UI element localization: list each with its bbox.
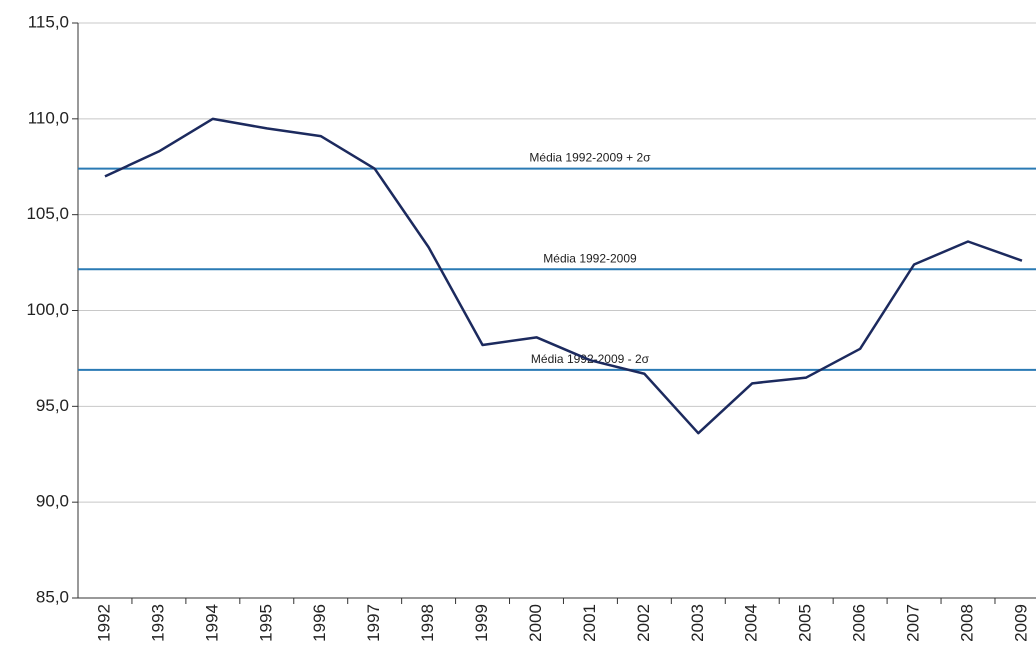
x-tick-label: 2003 bbox=[688, 604, 707, 642]
x-tick-label: 2009 bbox=[1011, 604, 1030, 642]
x-tick-label: 2005 bbox=[796, 604, 815, 642]
x-tick-label: 2001 bbox=[580, 604, 599, 642]
reference-label: Média 1992-2009 + 2σ bbox=[529, 151, 651, 165]
data-line bbox=[104, 117, 1023, 435]
x-tick-label: 1998 bbox=[418, 604, 437, 642]
x-tick-label: 1994 bbox=[202, 604, 221, 642]
y-tick-label: 100,0 bbox=[26, 300, 69, 319]
y-tick-label: 115,0 bbox=[28, 12, 69, 31]
y-tick-label: 110,0 bbox=[28, 108, 69, 127]
y-tick-label: 95,0 bbox=[36, 396, 69, 415]
x-tick-label: 1996 bbox=[310, 604, 329, 642]
x-tick-label: 1997 bbox=[364, 604, 383, 642]
x-tick-label: 2006 bbox=[850, 604, 869, 642]
x-tick-label: 2000 bbox=[526, 604, 545, 642]
x-tick-label: 1993 bbox=[148, 604, 167, 642]
y-tick-label: 105,0 bbox=[26, 204, 69, 223]
x-tick-label: 2004 bbox=[742, 604, 761, 642]
x-tick-label: 2008 bbox=[957, 604, 976, 642]
x-tick-label: 2007 bbox=[904, 604, 923, 642]
y-tick-label: 85,0 bbox=[36, 587, 69, 606]
reference-label: Média 1992-2009 bbox=[543, 251, 637, 265]
y-tick-label: 90,0 bbox=[36, 492, 69, 511]
x-tick-label: 2002 bbox=[634, 604, 653, 642]
x-tick-label: 1999 bbox=[472, 604, 491, 642]
x-tick-label: 1992 bbox=[94, 604, 113, 642]
x-tick-label: 1995 bbox=[256, 604, 275, 642]
